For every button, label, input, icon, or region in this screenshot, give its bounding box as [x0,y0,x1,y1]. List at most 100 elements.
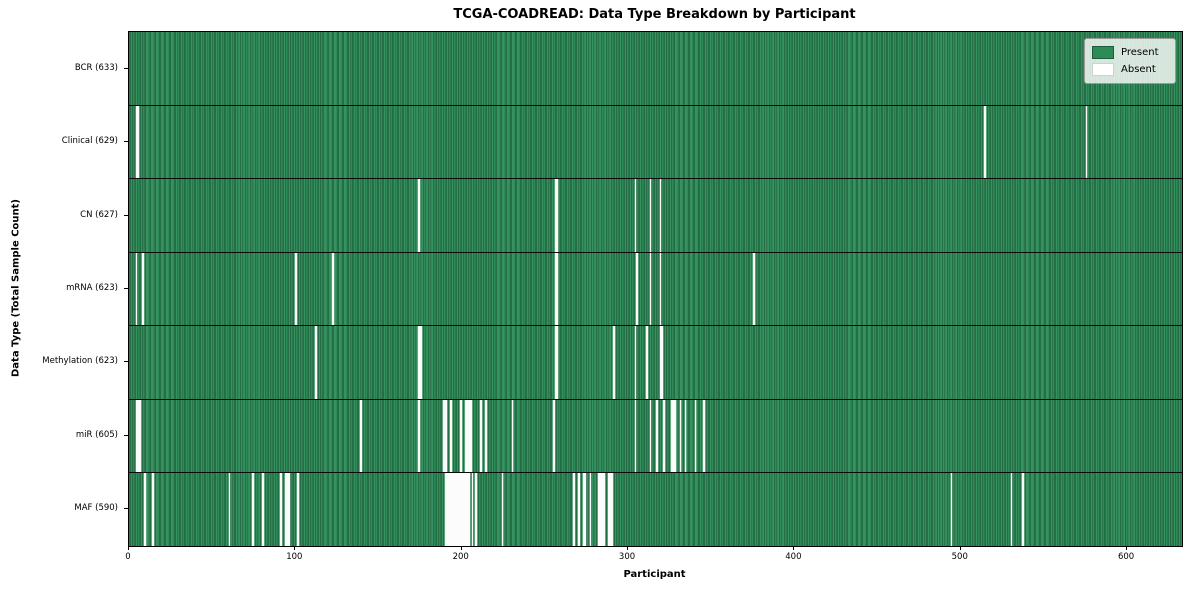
absent-stripe [679,399,682,473]
absent-stripe [634,179,637,252]
y-tick-mark [124,361,128,363]
absent-stripe [608,473,610,547]
absent-stripe [674,399,677,473]
absent-stripe [463,473,466,547]
x-tick-mark [1126,546,1128,550]
absent-stripe [443,399,446,473]
absent-stripe [984,105,986,179]
absent-stripe [501,473,504,547]
y-tick-label-clinical: Clinical (629) [61,136,118,147]
x-tick-mark [793,546,795,550]
absent-stripe [556,326,559,399]
absent-stripe [470,399,472,473]
absent-stripe [634,399,637,473]
absent-stripe [634,326,637,399]
absent-stripe [445,473,447,547]
absent-stripe [1085,105,1088,179]
absent-stripe [475,473,477,547]
y-tick-mark [124,214,128,216]
absent-stripe [137,105,139,179]
plot-area [128,31,1183,547]
absent-stripe [461,473,464,547]
absent-stripe [460,473,462,547]
y-tick-label-methylation: Methylation (623) [42,356,118,367]
y-tick-label-bcr: BCR (633) [74,62,118,73]
absent-stripe [280,473,283,547]
absent-stripe [295,252,298,326]
absent-swatch-icon [1092,63,1114,76]
x-tick-mark [294,546,296,550]
absent-stripe [611,473,614,547]
absent-stripe [589,473,592,547]
heatmap-row-mir [129,398,1182,473]
absent-stripe [466,473,469,547]
absent-stripe [135,399,138,473]
absent-stripe [659,252,662,326]
absent-stripe [152,473,154,547]
absent-stripe [656,399,659,473]
absent-stripe [460,399,462,473]
absent-stripe [646,326,649,399]
absent-stripe [466,399,469,473]
present-swatch-icon [1092,46,1114,59]
absent-stripe [418,179,421,252]
absent-stripe [420,326,422,399]
legend-item-present: Present [1092,44,1168,61]
y-tick-label-maf: MAF (590) [74,503,118,514]
absent-stripe [453,473,456,547]
y-tick-mark [124,67,128,69]
absent-stripe [671,399,673,473]
absent-stripe [649,179,652,252]
absent-stripe [135,252,138,326]
absent-stripe [418,326,421,399]
absent-stripe [315,326,317,399]
x-tick-mark [460,546,462,550]
absent-stripe [694,399,697,473]
absent-stripe [950,473,953,547]
absent-stripe [468,399,471,473]
absent-stripe [360,399,362,473]
absent-stripe [672,399,675,473]
absent-stripe [465,473,467,547]
absent-stripe [613,326,615,399]
absent-stripe [598,473,600,547]
absent-stripe [450,473,452,547]
absent-stripe [553,399,555,473]
absent-stripe [471,473,474,547]
absent-stripe [554,326,557,399]
x-tick-mark [128,546,129,550]
absent-stripe [599,473,602,547]
absent-stripe [556,179,559,252]
y-tick-mark [124,288,128,289]
absent-stripe [573,473,575,547]
absent-stripe [446,473,449,547]
heatmap-row-cn [129,178,1182,252]
absent-stripe [288,473,291,547]
absent-stripe [1022,473,1024,547]
legend: Present Absent [1084,38,1176,84]
absent-stripe [137,399,139,473]
absent-stripe [609,473,612,547]
y-tick-mark [124,434,128,436]
absent-stripe [662,399,665,473]
legend-item-absent: Absent [1092,61,1168,78]
absent-stripe [297,473,299,547]
absent-stripe [649,399,652,473]
y-tick-mark [124,141,128,143]
absent-stripe [578,473,580,547]
absent-stripe [143,473,146,547]
absent-stripe [228,473,231,547]
absent-stripe [702,399,705,473]
absent-stripe [445,399,447,473]
absent-stripe [636,252,639,326]
absent-stripe [511,399,514,473]
absent-stripe [554,252,557,326]
absent-stripe [252,473,254,547]
absent-stripe [484,399,487,473]
absent-stripe [142,252,144,326]
absent-stripe [285,473,288,547]
absent-stripe [138,399,141,473]
x-tick-label: 100 [286,552,303,562]
absent-stripe [456,473,459,547]
x-axis-title: Participant [623,569,686,580]
